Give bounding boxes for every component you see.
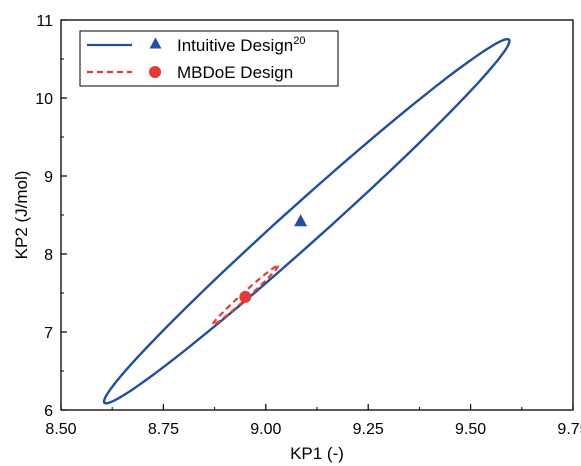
x-tick-label: 9.00 <box>250 421 281 438</box>
confidence-ellipse-intuitive <box>102 38 511 405</box>
plot-marks <box>102 38 511 405</box>
legend-label-intuitive: Intuitive Design20 <box>177 35 305 55</box>
legend: Intuitive Design20 MBDoE Design <box>79 30 339 87</box>
y-tick-label: 7 <box>44 325 53 342</box>
legend-label-mbdoe: MBDoE Design <box>177 63 293 82</box>
data-point-mbdoe <box>239 290 252 303</box>
y-tick-label: 11 <box>36 13 53 30</box>
confidence-ellipse-mbdoe <box>211 264 280 327</box>
legend-box <box>79 30 339 87</box>
y-axis-ticks: 6 7 8 9 10 11 <box>35 13 67 420</box>
x-tick-label: 9.25 <box>353 421 384 438</box>
x-tick-label: 8.75 <box>148 421 179 438</box>
x-axis-title: KP1 (-) <box>290 444 344 463</box>
legend-triangle-marker <box>149 37 162 49</box>
legend-circle-marker <box>149 66 161 78</box>
y-tick-label: 10 <box>35 91 53 108</box>
y-tick-label: 8 <box>44 247 53 264</box>
legend-label-intuitive-superscript: 20 <box>293 35 305 47</box>
legend-label-intuitive-name: Intuitive Design <box>177 36 293 55</box>
data-point-intuitive <box>294 214 308 227</box>
x-tick-label: 9.75 <box>557 421 581 438</box>
y-axis-title: KP2 (J/mol) <box>12 171 31 260</box>
x-tick-label: 9.50 <box>455 421 486 438</box>
y-tick-label: 6 <box>44 403 53 420</box>
y-tick-label: 9 <box>44 169 53 186</box>
x-axis-ticks: 8.50 8.75 9.00 9.25 9.50 9.75 <box>45 404 581 438</box>
x-tick-label: 8.50 <box>45 421 76 438</box>
